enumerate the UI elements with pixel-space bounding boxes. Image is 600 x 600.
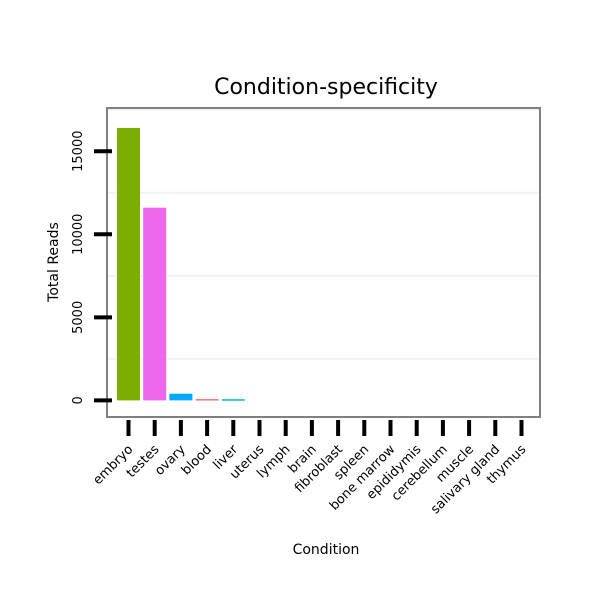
y-tick-label: 5000 [71, 301, 86, 334]
plot-panel-border [106, 107, 541, 418]
bar-ovary [169, 393, 193, 401]
bar-testes [143, 207, 167, 401]
bars [117, 127, 245, 401]
y-axis: 0 5000 10000 15000 [71, 131, 112, 405]
y-axis-title: Total Reads [46, 222, 62, 303]
bar-blood [195, 399, 219, 401]
y-tick-label: 0 [71, 396, 86, 404]
x-axis: embryotestesovarybloodliveruteruslymphbr… [90, 420, 529, 517]
y-tick-label: 10000 [71, 214, 86, 255]
bar-liver [221, 399, 245, 401]
chart-title: Condition-specificity [214, 75, 438, 100]
gridlines [108, 108, 539, 360]
x-tick-label: blood [179, 442, 215, 478]
bar-embryo [117, 127, 140, 401]
y-tick-label: 15000 [71, 131, 86, 172]
x-axis-title: Condition [293, 542, 360, 558]
